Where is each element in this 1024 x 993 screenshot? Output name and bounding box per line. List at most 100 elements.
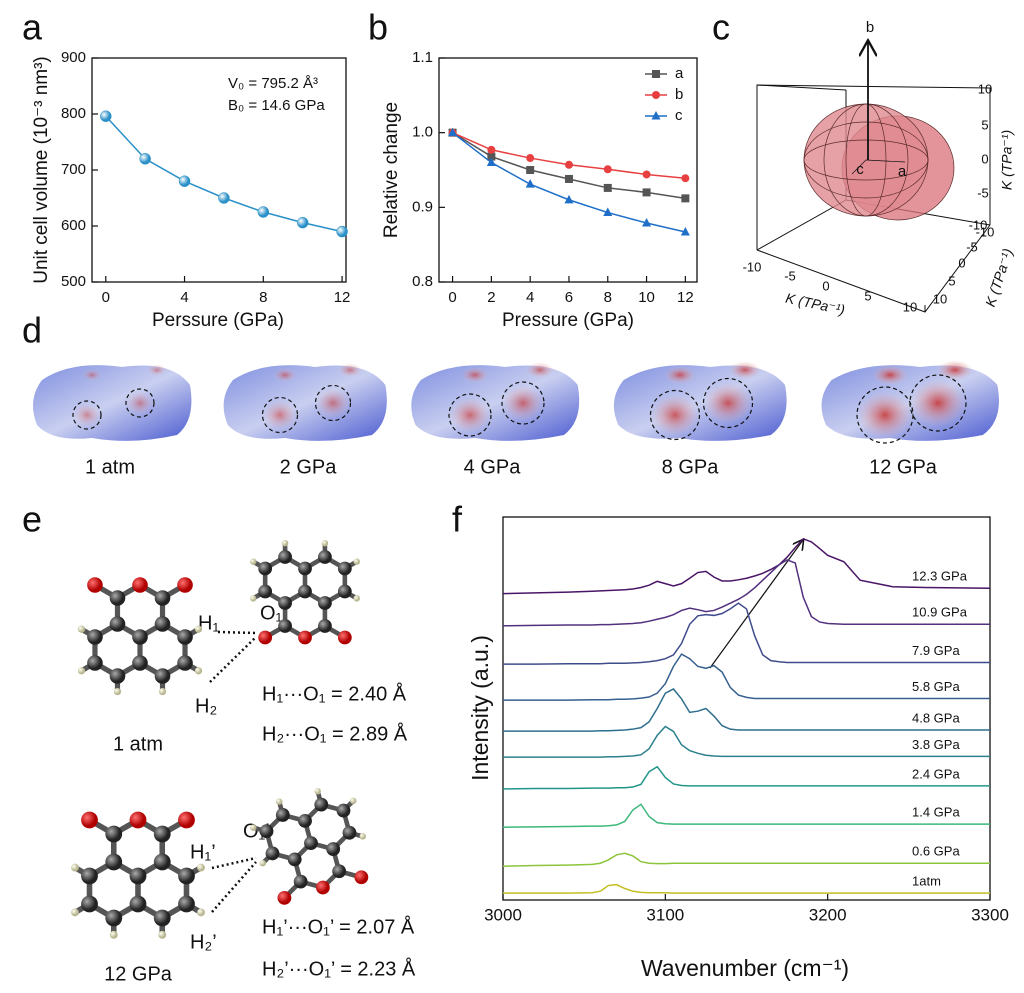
- series-line: [105, 115, 343, 233]
- point: [448, 127, 458, 137]
- surface-spot: [315, 388, 351, 418]
- atom: [154, 616, 171, 632]
- atom: [304, 836, 318, 851]
- tick-label: 0: [958, 255, 965, 270]
- atom: [278, 550, 292, 564]
- atom: [258, 584, 273, 599]
- atom: [178, 811, 195, 829]
- series-label: 3.8 GPa: [912, 737, 960, 752]
- atom: [258, 630, 273, 645]
- point: [681, 194, 690, 203]
- panel-label: a: [22, 7, 43, 48]
- atom: [129, 811, 147, 829]
- tick-label: 5: [948, 273, 955, 288]
- point: [681, 174, 690, 183]
- state-label: 12 GPa: [869, 456, 938, 478]
- state-label: 12 GPa: [104, 963, 173, 985]
- distance-label: H₂···O₁ = 2.89 Å: [262, 722, 408, 745]
- atom: [81, 895, 98, 913]
- point: [178, 175, 191, 187]
- point: [603, 165, 612, 174]
- point: [486, 157, 496, 167]
- atom: [178, 867, 195, 885]
- x-tick-label: 0: [102, 289, 110, 306]
- atom: [276, 798, 283, 805]
- x-tick-label: 3300: [971, 905, 1009, 924]
- x-tick-label: 6: [565, 289, 573, 306]
- contact-circle: [856, 386, 914, 444]
- tick-label: -5: [966, 239, 978, 254]
- atom: [81, 867, 98, 885]
- point: [603, 207, 613, 217]
- state-label: 1 atm: [113, 733, 163, 755]
- y-tick-label: 800: [61, 105, 86, 122]
- contact-circle: [909, 374, 967, 432]
- x-tick-label: 3200: [809, 905, 847, 924]
- series-line: [502, 537, 991, 595]
- atom: [177, 629, 193, 645]
- atom: [109, 668, 126, 684]
- surface-spot: [650, 394, 700, 436]
- point: [487, 152, 496, 161]
- surface-spot: [937, 360, 973, 380]
- tick-label: -10: [743, 259, 762, 274]
- point: [526, 154, 535, 163]
- point: [564, 194, 574, 204]
- atom: [298, 630, 312, 645]
- axis-name: c: [856, 161, 864, 178]
- x-tick-label: 10: [638, 289, 655, 306]
- atom: [298, 813, 312, 828]
- atom: [77, 667, 86, 675]
- x-tick-label: 4: [180, 289, 188, 306]
- state-label: 2 GPa: [280, 456, 338, 478]
- atom: [318, 596, 332, 610]
- atom: [158, 930, 167, 939]
- atom-label: H₁’: [190, 841, 216, 863]
- x-tick-label: 8: [259, 289, 267, 306]
- y-axis-label: Intensity (a.u.): [467, 635, 493, 781]
- series-label: 4.8 GPa: [912, 710, 960, 725]
- atom: [105, 825, 123, 843]
- atom: [132, 655, 148, 671]
- surface: [613, 365, 787, 441]
- point: [564, 160, 573, 169]
- atom: [353, 558, 360, 565]
- panel-label: b: [368, 7, 388, 48]
- h-bond-lines: [209, 630, 257, 913]
- atom: [258, 561, 273, 576]
- axis-label: K (TPa⁻¹): [982, 246, 1016, 308]
- surface-spot: [664, 366, 696, 384]
- series-label: 2.4 GPa: [912, 766, 960, 781]
- series-line: [502, 559, 990, 627]
- surface-spot: [526, 362, 554, 378]
- atom: [314, 788, 321, 795]
- surface-spot: [703, 382, 753, 424]
- atom: [293, 874, 308, 889]
- annotation: V₀ = 795.2 Å³: [228, 75, 318, 92]
- surface-spot: [449, 397, 491, 433]
- surface-spot: [262, 400, 298, 430]
- atom: [71, 863, 79, 872]
- series-line: [503, 725, 990, 758]
- atom: [250, 595, 257, 602]
- atom: [109, 930, 118, 939]
- y-tick-label: 900: [61, 49, 86, 66]
- series-label: 12.3 GPa: [912, 569, 968, 584]
- x-tick-label: 8: [604, 289, 612, 306]
- contact-circle: [72, 400, 102, 430]
- surface-spot: [73, 403, 101, 427]
- atom: [359, 833, 366, 840]
- atom: [197, 863, 205, 872]
- legend-label: b: [675, 86, 683, 103]
- axis-label: K (TPa⁻¹): [999, 130, 1015, 190]
- atom: [281, 539, 289, 547]
- atom: [318, 619, 332, 633]
- distance-label: H₁’···O₁’ = 2.07 Å: [262, 915, 415, 938]
- y-tick-label: 700: [61, 161, 86, 178]
- x-tick-label: 0: [448, 289, 456, 306]
- point: [487, 145, 496, 154]
- atom: [337, 561, 352, 576]
- point: [603, 183, 612, 192]
- atom: [105, 909, 123, 927]
